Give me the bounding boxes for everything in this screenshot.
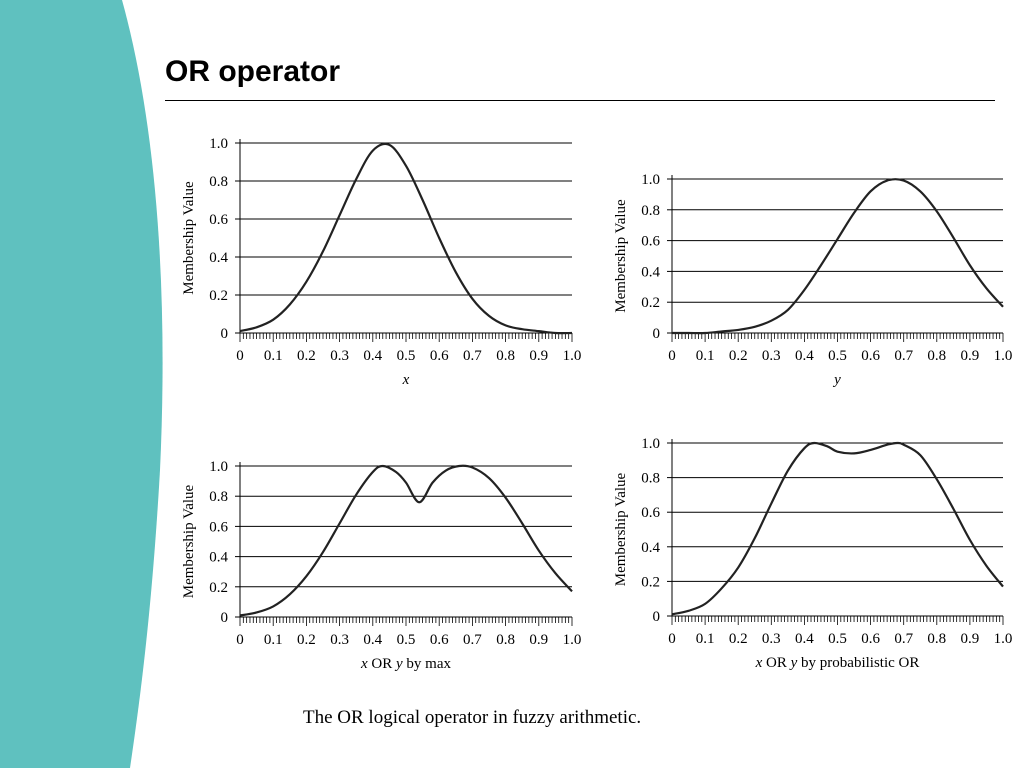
x-axis-label: y — [832, 372, 841, 388]
x-tick-label: 0.8 — [496, 632, 515, 648]
x-tick-label: 0.6 — [430, 348, 449, 364]
y-tick-label: 0.4 — [641, 540, 660, 556]
x-tick-label: 0.1 — [264, 348, 283, 364]
chart-4: 0 0.2 0.4 0.6 0.8 1.0 0 0.1 0.2 0.3 0.4 0.5 0.6 0.7 0.… — [613, 436, 1012, 671]
x-tick-label: 0.2 — [729, 631, 748, 647]
y-tick-label: 0.6 — [209, 212, 228, 228]
series-line — [239, 142, 573, 335]
x-tick-label: 0 — [236, 632, 244, 648]
x-tick-label: 0.9 — [529, 348, 548, 364]
y-tick-label: 0.8 — [209, 489, 228, 505]
y-tick-label: 1.0 — [641, 436, 660, 452]
series-line — [239, 464, 573, 617]
x-tick-label: 0.2 — [297, 632, 316, 648]
y-axis-label: Membership Value — [181, 484, 197, 598]
x-tick-label: 0.9 — [529, 632, 548, 648]
x-tick-label: 0.5 — [397, 632, 416, 648]
series-line — [671, 178, 1004, 335]
y-axis-label: Membership Value — [181, 181, 197, 295]
x-tick-label: 0.6 — [861, 631, 880, 647]
y-tick-label: 0 — [653, 609, 661, 625]
x-tick-label: 0.8 — [927, 348, 946, 364]
y-tick-label: 0.8 — [641, 471, 660, 487]
figure-caption: The OR logical operator in fuzzy arithme… — [303, 707, 642, 728]
x-tick-label: 0.6 — [861, 348, 880, 364]
x-tick-label: 0 — [236, 348, 244, 364]
x-tick-label: 0.7 — [894, 631, 913, 647]
y-tick-label: 0.4 — [209, 550, 228, 566]
y-tick-label: 1.0 — [641, 172, 660, 188]
chart-1: 0 0.2 0.4 0.6 0.8 1.0 0 0.1 0.2 0.3 0.4 0.5 0.6 0.7 0.… — [181, 136, 581, 388]
x-tick-label: 0.7 — [463, 632, 482, 648]
y-tick-label: 1.0 — [209, 459, 228, 475]
x-tick-label: 0.8 — [927, 631, 946, 647]
x-tick-label: 0.4 — [363, 348, 382, 364]
x-axis-label: x OR y by max — [360, 656, 452, 672]
x-axis-label: x — [402, 372, 410, 388]
x-minor-ticks — [239, 333, 573, 342]
x-tick-label: 0.3 — [330, 348, 349, 364]
x-tick-label: 0.6 — [430, 632, 449, 648]
y-tick-label: 0 — [653, 326, 661, 342]
x-tick-label: 0.3 — [762, 348, 781, 364]
x-tick-label: 0.5 — [397, 348, 416, 364]
x-tick-label: 1.0 — [994, 631, 1013, 647]
y-tick-label: 0.2 — [641, 574, 660, 590]
teal-accent-band — [0, 0, 163, 768]
x-tick-label: 0.4 — [795, 631, 814, 647]
x-tick-label: 0.2 — [297, 348, 316, 364]
x-tick-label: 1.0 — [563, 632, 582, 648]
x-tick-label: 0.9 — [961, 631, 980, 647]
y-tick-label: 0.8 — [641, 203, 660, 219]
slide-title: OR operator — [165, 55, 341, 88]
y-tick-label: 0.6 — [641, 234, 660, 250]
x-axis-label: x OR y by probabilistic OR — [755, 655, 920, 671]
x-tick-label: 0.3 — [762, 631, 781, 647]
y-tick-label: 0.6 — [209, 519, 228, 535]
teal-accent-shape — [0, 0, 163, 768]
x-tick-label: 0.4 — [795, 348, 814, 364]
x-tick-label: 0.1 — [696, 631, 715, 647]
x-tick-label: 0.7 — [463, 348, 482, 364]
y-tick-label: 0.4 — [209, 250, 228, 266]
x-tick-label: 0 — [668, 348, 676, 364]
x-tick-label: 0.1 — [696, 348, 715, 364]
x-tick-label: 0.2 — [729, 348, 748, 364]
y-axis-label: Membership Value — [613, 199, 629, 313]
y-tick-label: 0.6 — [641, 505, 660, 521]
x-tick-label: 0.8 — [496, 348, 515, 364]
chart-3: 0 0.2 0.4 0.6 0.8 1.0 0 0.1 0.2 0.3 0.4 0.5 0.6 0.7 0.… — [181, 459, 581, 672]
x-tick-label: 0.7 — [894, 348, 913, 364]
x-tick-label: 0.5 — [828, 631, 847, 647]
x-tick-label: 0.5 — [828, 348, 847, 364]
x-tick-label: 0.3 — [330, 632, 349, 648]
y-tick-label: 0.2 — [209, 580, 228, 596]
chart-2: 0 0.2 0.4 0.6 0.8 1.0 0 0.1 0.2 0.3 0.4 0.5 0.6 0.7 0.… — [613, 172, 1012, 388]
y-tick-label: 0.8 — [209, 174, 228, 190]
x-tick-label: 1.0 — [563, 348, 582, 364]
series-line — [671, 441, 1004, 616]
x-minor-ticks — [671, 333, 1004, 342]
x-minor-ticks — [671, 616, 1004, 625]
x-tick-label: 0 — [668, 631, 676, 647]
y-tick-label: 0.4 — [641, 264, 660, 280]
y-tick-label: 0.2 — [641, 295, 660, 311]
y-tick-label: 0 — [221, 610, 229, 626]
x-minor-ticks — [239, 617, 573, 626]
y-tick-label: 0.2 — [209, 288, 228, 304]
x-tick-label: 1.0 — [994, 348, 1013, 364]
y-tick-label: 1.0 — [209, 136, 228, 152]
y-axis-label: Membership Value — [613, 472, 629, 586]
y-tick-label: 0 — [221, 326, 229, 342]
x-tick-label: 0.1 — [264, 632, 283, 648]
title-divider — [165, 100, 995, 101]
x-tick-label: 0.9 — [961, 348, 980, 364]
x-tick-label: 0.4 — [363, 632, 382, 648]
